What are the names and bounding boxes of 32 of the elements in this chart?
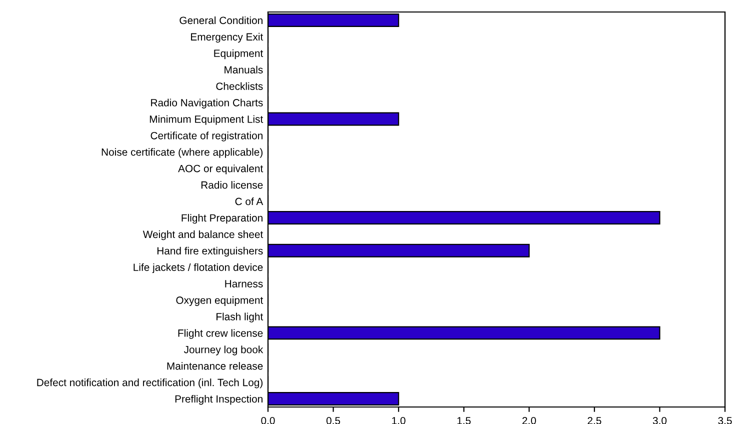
y-tick-label: Harness [225, 280, 263, 288]
x-tick-label: 1.5 [457, 417, 471, 424]
y-tick-label: Certificate of registration [150, 132, 262, 142]
y-tick-label: Noise certificate (where applicable) [102, 148, 262, 158]
y-tick-label: Radio Navigation Charts [151, 98, 263, 108]
y-tick-label: Weight and balance sheet [142, 230, 264, 240]
y-tick-label: AOC or equivalent [178, 164, 264, 174]
y-tick-label: Manuals [224, 66, 263, 74]
y-tick-label: Radio license [201, 181, 263, 189]
y-tick-label: Minimum Equipment List [150, 115, 264, 125]
y-tick-label: Flash light [216, 312, 264, 322]
y-tick-label: Checklists [216, 82, 263, 90]
x-tick-label: 2.5 [588, 416, 602, 424]
y-tick-label: C of A [235, 198, 264, 206]
y-tick-label: Oxygen equipment [176, 296, 264, 306]
y-tick-label: Flight Preparation [182, 214, 262, 224]
y-tick-label: Hand fire extinguishers [157, 246, 263, 257]
y-tick-label: Maintenance release [167, 362, 263, 370]
y-tick-label: Life jackets / flotation device [134, 263, 263, 274]
y-tick-label: Equipment [214, 49, 264, 60]
x-tick-label: 3.0 [652, 416, 667, 424]
y-tick-label: Flight crew license [178, 329, 263, 339]
x-tick-label: 0.5 [326, 416, 340, 424]
y-tick-label: Defect notification and rectification (inl. Tech Log) [37, 378, 263, 388]
y-tick-label: Emergency Exit [191, 32, 264, 43]
y-tick-label: General Condition [180, 16, 262, 24]
x-tick-label: 2.0 [522, 416, 536, 424]
y-tick-label: Preflight Inspection [175, 394, 262, 405]
x-tick-label: 0.0 [261, 416, 275, 424]
y-tick-label: Journey log book [184, 346, 264, 356]
x-tick-label: 3.5 [718, 416, 732, 424]
x-tick-label: 1.0 [392, 416, 406, 424]
